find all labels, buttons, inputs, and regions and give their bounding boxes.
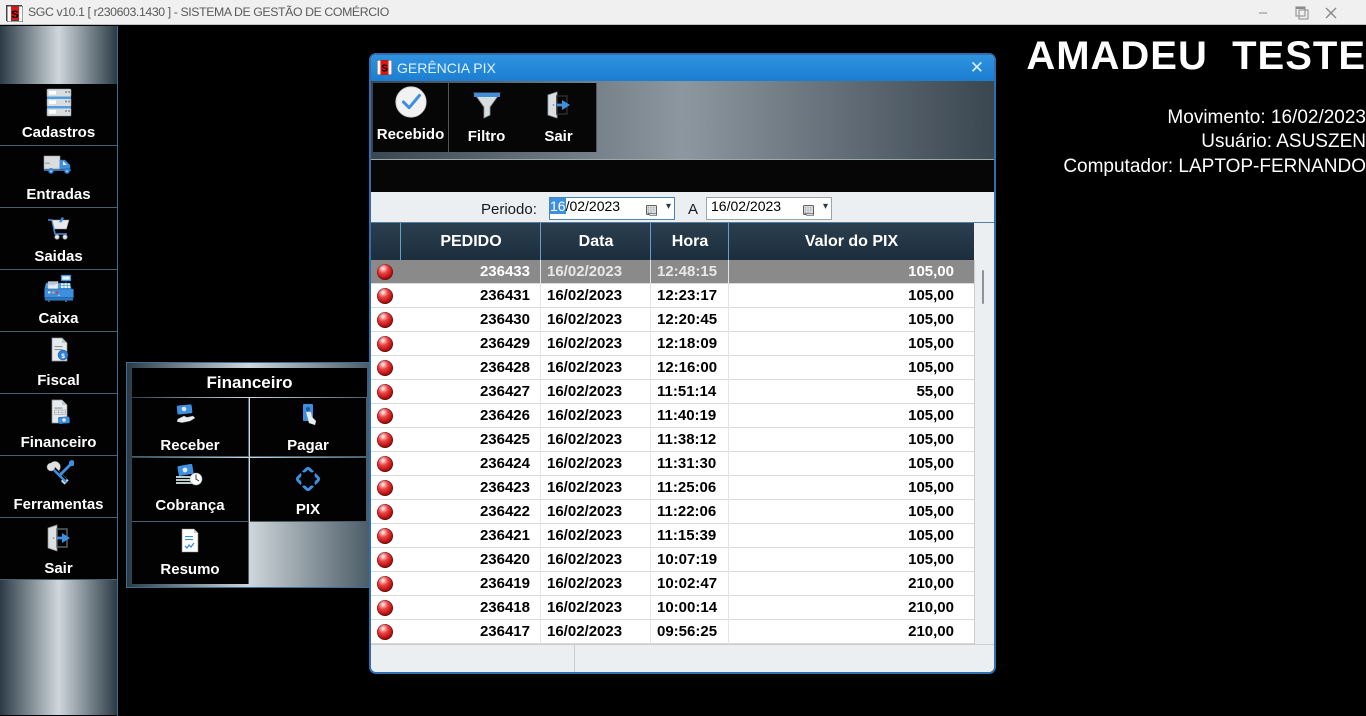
svg-text:S: S: [381, 63, 388, 74]
svg-text:–: –: [1259, 4, 1268, 21]
svg-text:S: S: [11, 9, 18, 21]
svg-text:$: $: [61, 353, 65, 360]
